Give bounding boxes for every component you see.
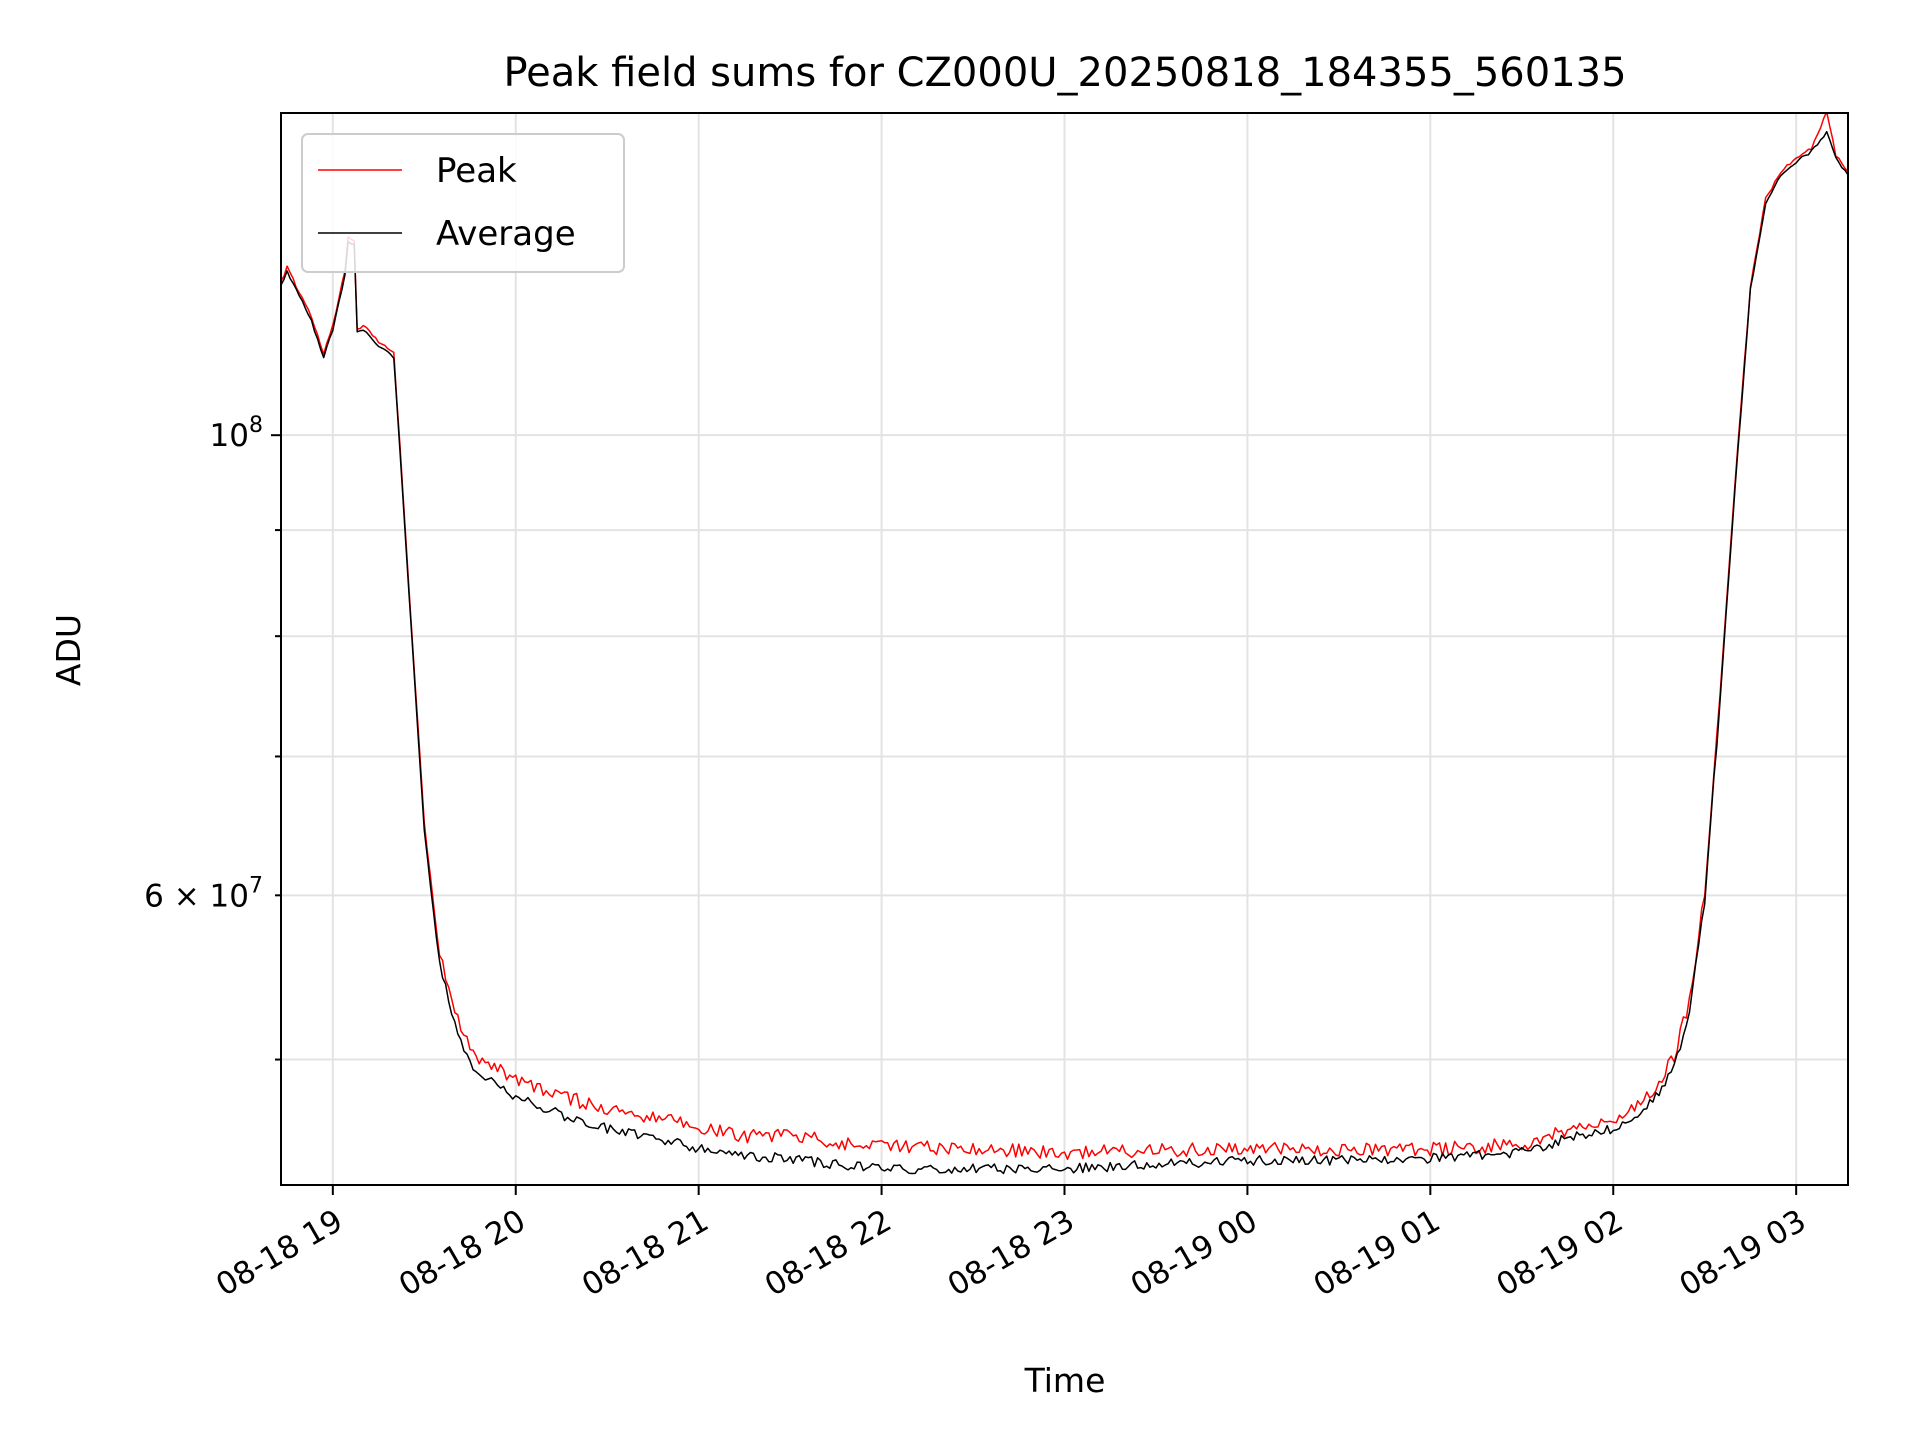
legend-label-peak: Peak [436, 151, 517, 191]
series-layer [281, 113, 1848, 1175]
y-tick-label: 6 × 107 [144, 873, 263, 914]
legend: Peak Average [301, 133, 625, 273]
chart-title: Peak field sums for CZ000U_20250818_1843… [503, 50, 1626, 96]
y-axis-label: ADU [49, 614, 88, 686]
y-tick-label: 108 [210, 413, 263, 454]
series-line-peak [281, 113, 1848, 1160]
grid [281, 113, 1848, 1185]
legend-label-average: Average [436, 214, 576, 254]
plot-area [281, 113, 1848, 1175]
y-axis: 108 6 × 107 [144, 413, 281, 1061]
legend-box [301, 133, 625, 273]
series-line-average [281, 130, 1848, 1175]
x-axis-label: Time [1024, 1361, 1106, 1400]
